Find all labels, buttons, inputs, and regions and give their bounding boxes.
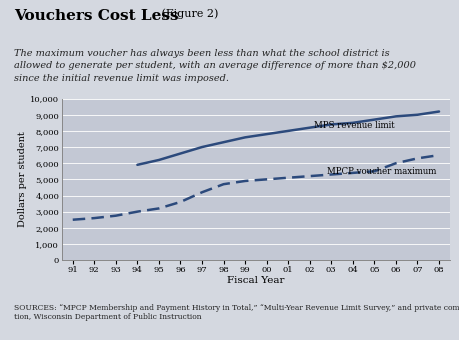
Text: MPCP voucher maximum: MPCP voucher maximum [327, 167, 437, 176]
Text: MPS revenue limit: MPS revenue limit [314, 121, 395, 130]
Text: SOURCES: “MPCP Membership and Payment History in Total,” “Multi-Year Revenue Lim: SOURCES: “MPCP Membership and Payment Hi… [14, 304, 459, 321]
Text: Vouchers Cost Less: Vouchers Cost Less [14, 8, 179, 22]
Text: (Figure 2): (Figure 2) [158, 8, 219, 19]
Y-axis label: Dollars per student: Dollars per student [18, 132, 28, 227]
Text: The maximum voucher has always been less than what the school district is
allowe: The maximum voucher has always been less… [14, 49, 416, 83]
X-axis label: Fiscal Year: Fiscal Year [227, 276, 285, 286]
